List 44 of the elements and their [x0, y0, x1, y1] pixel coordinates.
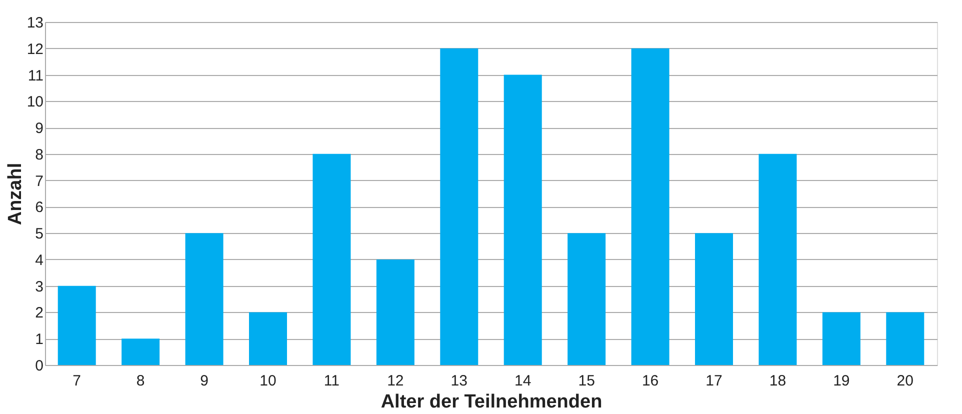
x-tick-label: 10 — [260, 372, 276, 390]
bar — [568, 233, 606, 365]
y-tick-label: 5 — [35, 226, 44, 243]
x-tick-label: 8 — [136, 372, 145, 390]
bar — [249, 312, 287, 365]
x-tick-label: 9 — [200, 372, 208, 390]
bar — [122, 338, 160, 365]
y-tick-label: 3 — [35, 278, 44, 296]
bar — [376, 259, 414, 365]
y-tick-label: 13 — [26, 14, 44, 32]
bar — [822, 312, 860, 365]
y-tick-label: 1 — [35, 331, 44, 348]
bar — [440, 48, 478, 365]
y-tick-label: 4 — [35, 252, 44, 269]
bar — [631, 48, 670, 365]
bar — [695, 233, 733, 365]
x-tick-label: 16 — [642, 372, 659, 390]
y-tick-label: 2 — [35, 304, 44, 322]
y-tick-label: 10 — [26, 94, 44, 111]
x-axis-title: Alter der Teilnehmenden — [380, 392, 602, 412]
bar — [185, 233, 224, 365]
y-tick-label: 12 — [26, 40, 44, 58]
y-tick-label: 9 — [35, 120, 44, 138]
y-tick-label: 6 — [35, 199, 44, 216]
y-tick-label: 7 — [35, 172, 44, 190]
y-tick-label: 11 — [28, 67, 44, 84]
x-tick-label: 20 — [896, 372, 914, 390]
y-tick-label: 0 — [35, 358, 44, 374]
bar — [504, 74, 542, 365]
bar — [758, 154, 797, 365]
x-tick-label: 18 — [769, 372, 786, 390]
bar — [58, 286, 96, 365]
bar — [886, 312, 924, 365]
x-tick-label: 19 — [833, 372, 850, 390]
x-tick-label: 17 — [706, 372, 722, 390]
y-axis-title: Anzahl — [4, 162, 26, 226]
x-tick-label: 13 — [450, 372, 468, 390]
y-tick-label: 8 — [35, 146, 44, 164]
x-tick-label: 14 — [514, 372, 532, 390]
x-tick-label: 12 — [387, 372, 404, 390]
x-tick-label: 7 — [72, 372, 82, 390]
bar — [312, 154, 351, 365]
x-tick-label: 15 — [578, 372, 595, 390]
x-tick-label: 11 — [324, 372, 340, 390]
